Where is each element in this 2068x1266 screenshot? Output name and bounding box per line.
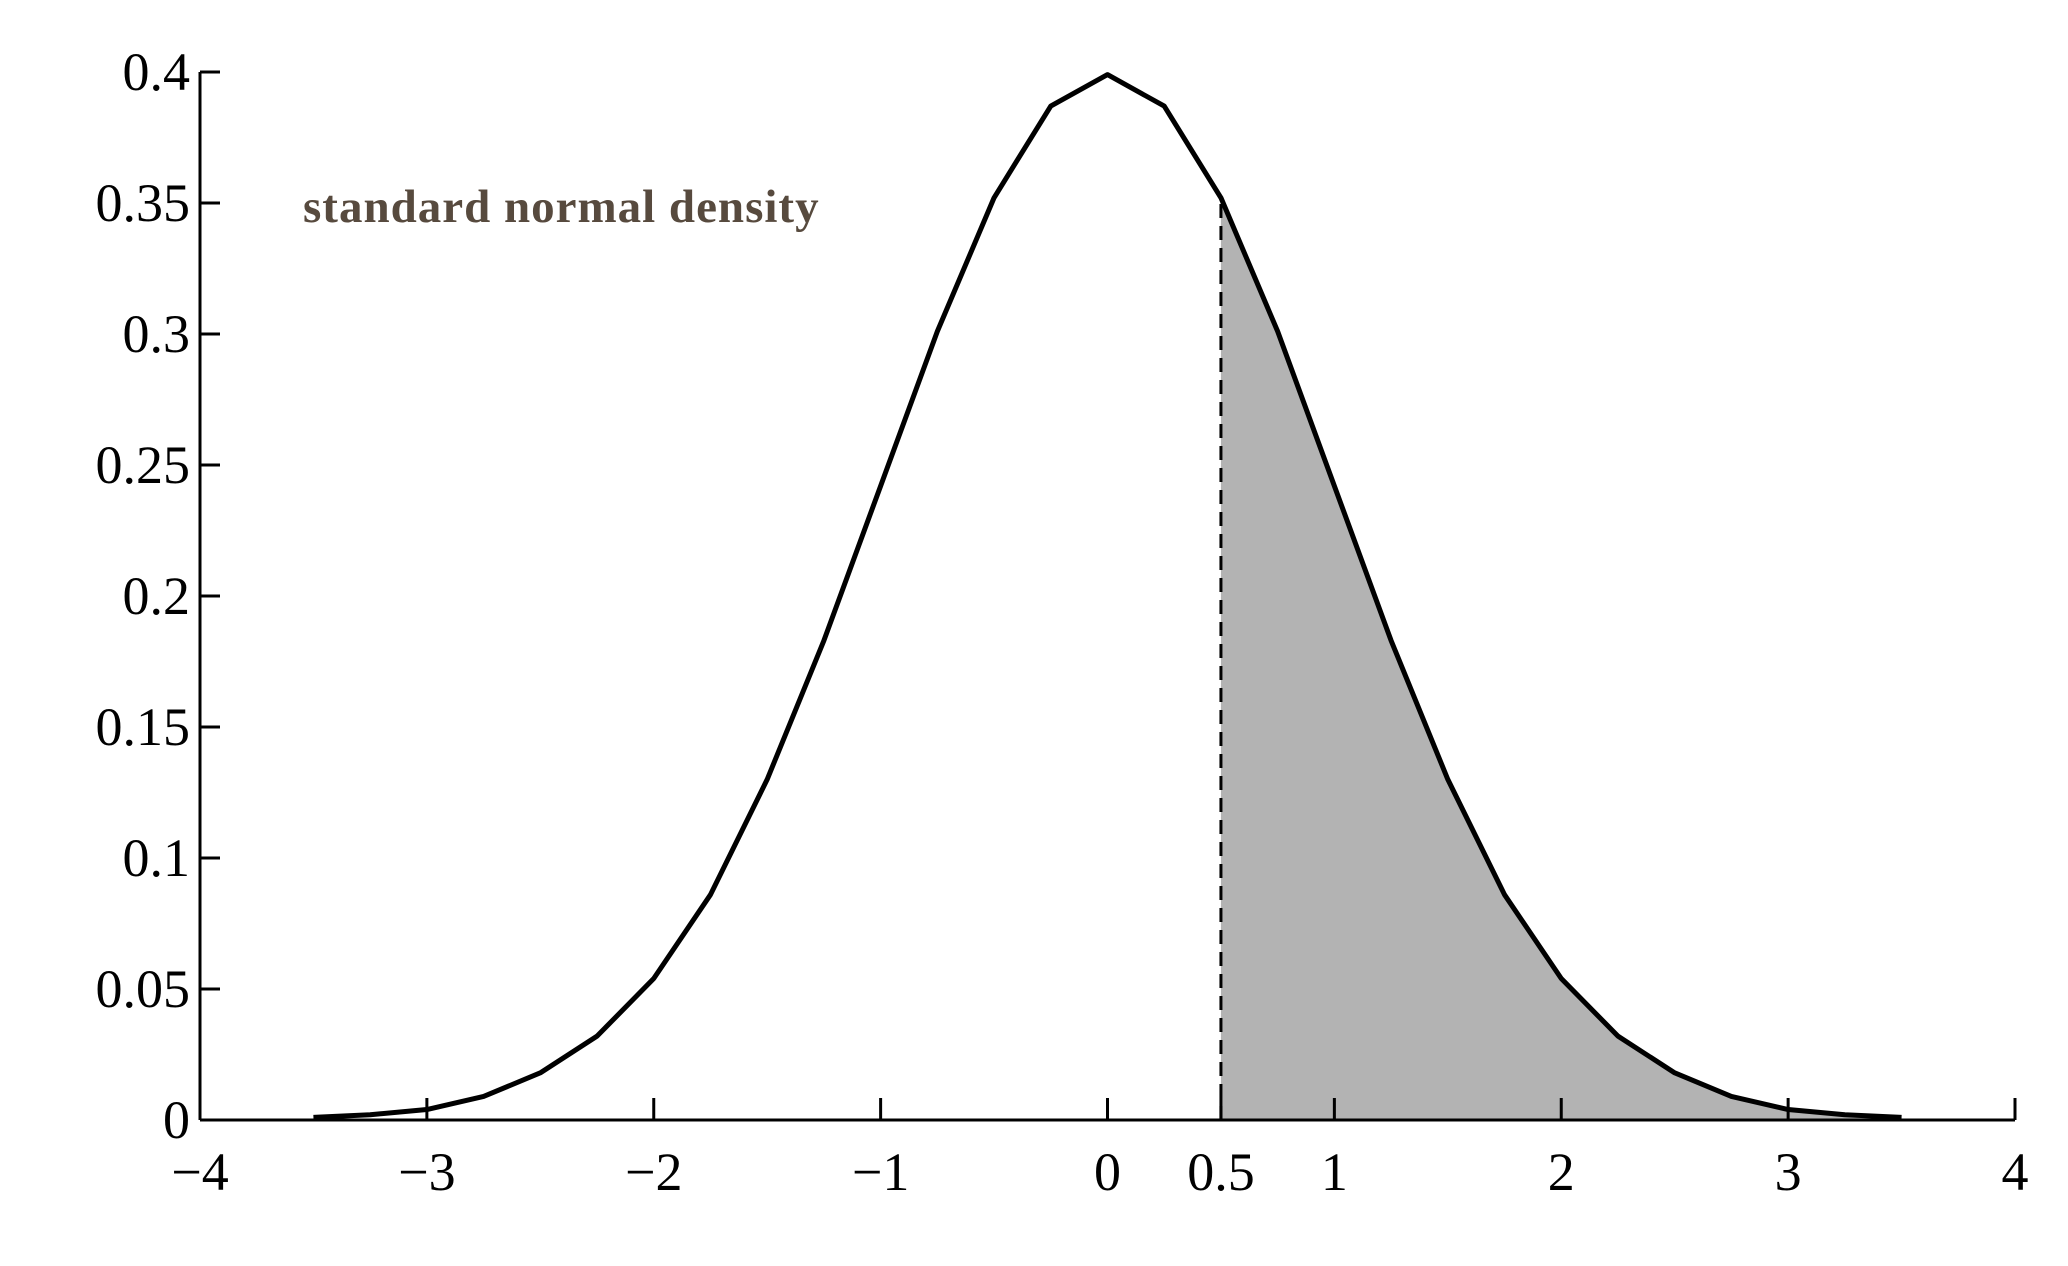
y-tick-label: 0.35 xyxy=(96,173,191,233)
x-tick-label: 1 xyxy=(1321,1142,1348,1202)
x-tick-label: −2 xyxy=(625,1142,682,1202)
y-tick-label: 0.05 xyxy=(96,959,191,1019)
x-tick-label: 0.5 xyxy=(1187,1142,1255,1202)
x-tick-label: −1 xyxy=(852,1142,909,1202)
shaded-area xyxy=(1220,197,1902,1120)
y-tick-label: 0.4 xyxy=(123,42,191,102)
x-tick-label: −3 xyxy=(398,1142,455,1202)
annotation: standard normal density xyxy=(303,181,820,233)
y-tick-label: 0.2 xyxy=(123,566,191,626)
x-tick-label: −4 xyxy=(171,1142,228,1202)
x-tick-label: 4 xyxy=(2002,1142,2029,1202)
density-curve xyxy=(313,72,1902,1120)
x-tick-label: 0 xyxy=(1094,1142,1121,1202)
y-tick-label: 0.3 xyxy=(123,304,191,364)
y-tick-label: 0 xyxy=(163,1090,190,1150)
y-tick-label: 0.1 xyxy=(123,828,191,888)
x-tick-label: 2 xyxy=(1548,1142,1575,1202)
y-tick-label: 0.25 xyxy=(96,435,191,495)
x-tick-label: 3 xyxy=(1775,1142,1802,1202)
y-tick-label: 0.15 xyxy=(96,697,191,757)
